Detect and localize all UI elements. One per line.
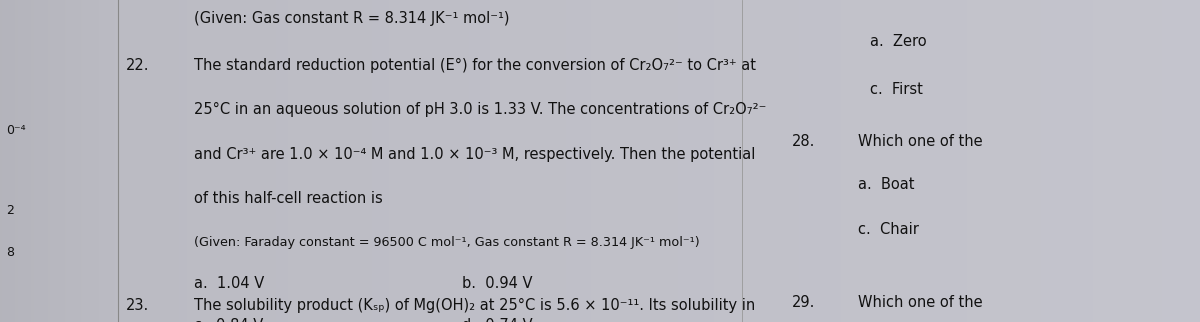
- Text: a.  1.04 V: a. 1.04 V: [194, 276, 265, 291]
- Text: 22.: 22.: [126, 58, 150, 73]
- Text: c.  0.84 V: c. 0.84 V: [194, 318, 264, 322]
- Text: a.  Zero: a. Zero: [870, 34, 926, 49]
- Text: c.  Chair: c. Chair: [858, 222, 919, 237]
- Text: 8: 8: [6, 246, 14, 259]
- Text: 29.: 29.: [792, 295, 815, 310]
- Text: and Cr³⁺ are 1.0 × 10⁻⁴ M and 1.0 × 10⁻³ M, respectively. Then the potential: and Cr³⁺ are 1.0 × 10⁻⁴ M and 1.0 × 10⁻³…: [194, 147, 756, 162]
- Text: c.  First: c. First: [870, 82, 923, 97]
- Text: 2: 2: [6, 204, 14, 217]
- Text: 25°C in an aqueous solution of pH 3.0 is 1.33 V. The concentrations of Cr₂O₇²⁻: 25°C in an aqueous solution of pH 3.0 is…: [194, 102, 767, 118]
- Text: Which one of the: Which one of the: [858, 134, 983, 149]
- Text: d.  0.74 V: d. 0.74 V: [462, 318, 533, 322]
- Text: 23.: 23.: [126, 298, 149, 313]
- Text: a.  Boat: a. Boat: [858, 177, 914, 192]
- Text: b.  0.94 V: b. 0.94 V: [462, 276, 533, 291]
- Text: (Given: Faraday constant = 96500 C mol⁻¹, Gas constant R = 8.314 JK⁻¹ mol⁻¹): (Given: Faraday constant = 96500 C mol⁻¹…: [194, 236, 700, 249]
- Text: The standard reduction potential (E°) for the conversion of Cr₂O₇²⁻ to Cr³⁺ at: The standard reduction potential (E°) fo…: [194, 58, 756, 73]
- Text: Which one of the: Which one of the: [858, 295, 983, 310]
- Text: 0⁻⁴: 0⁻⁴: [6, 124, 25, 137]
- Text: of this half-cell reaction is: of this half-cell reaction is: [194, 191, 383, 206]
- Text: (Given: Gas constant R = 8.314 JK⁻¹ mol⁻¹): (Given: Gas constant R = 8.314 JK⁻¹ mol⁻…: [194, 11, 510, 26]
- Text: 28.: 28.: [792, 134, 815, 149]
- Text: The solubility product (Kₛₚ) of Mg(OH)₂ at 25°C is 5.6 × 10⁻¹¹. Its solubility i: The solubility product (Kₛₚ) of Mg(OH)₂ …: [194, 298, 756, 313]
